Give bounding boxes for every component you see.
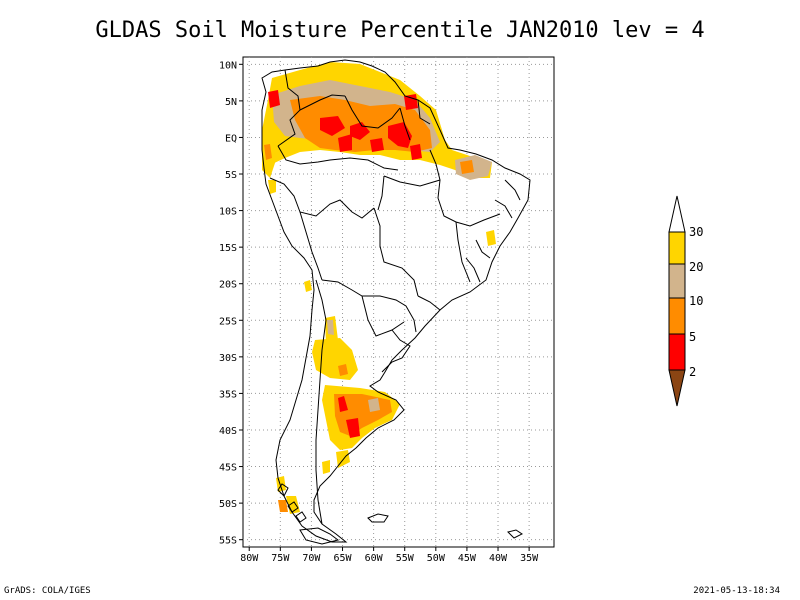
lon-tick-label: 75W [271,553,290,564]
lon-tick-label: 50W [427,553,446,564]
map-title: GLDAS Soil Moisture Percentile JAN2010 l… [95,18,705,43]
lat-tick-label: 55S [219,536,237,547]
legend-label-5: 5 [689,330,696,344]
colorbar-legend: 30 20 10 5 2 [668,195,703,407]
lon-tick-label: 35W [520,553,539,564]
lon-tick-label: 60W [365,553,384,564]
lat-tick-label: 5N [225,97,237,108]
lon-tick-label: 55W [396,553,415,564]
legend-label-2: 2 [689,365,696,379]
lon-tick-label: 40W [489,553,508,564]
lat-tick-label: 25S [219,316,237,327]
legend-swatch-above30 [668,195,686,233]
lat-tick-label: 5S [225,170,237,181]
footer-timestamp: 2021-05-13-18:34 [693,586,780,596]
legend-swatch-10-20 [668,263,686,299]
lon-tick-label: 80W [240,553,259,564]
legend-label-20: 20 [689,260,703,274]
coastlines [261,59,531,543]
lat-axis: 10N 5N EQ 5S 10S 15S 20S 25S 30S 35S 40S 45S 50S 55S [219,60,243,547]
lat-tick-label: 20S [219,280,237,291]
lat-tick-label: 40S [219,426,237,437]
lat-tick-label: 35S [219,389,237,400]
lon-tick-label: 45W [458,553,477,564]
footer-credit: GrADS: COLA/IGES [4,586,91,596]
lon-axis: 80W 75W 70W 65W 60W 55W 50W 45W 40W 35W [240,547,539,564]
legend-swatch-below2 [668,369,686,407]
lat-tick-label: 10S [219,207,237,218]
percentile-shading [262,62,496,514]
lat-tick-label: EQ [225,133,237,144]
legend-swatch-5-10 [668,297,686,335]
legend-swatch-20-30 [668,231,686,265]
legend-label-30: 30 [689,225,703,239]
legend-swatch-2-5 [668,333,686,371]
gridlines [243,57,554,547]
lon-tick-label: 65W [333,553,352,564]
legend-label-10: 10 [689,294,703,308]
map-frame [242,56,555,548]
islands [277,483,523,545]
lat-tick-label: 45S [219,463,237,474]
lat-tick-label: 50S [219,499,237,510]
lat-tick-label: 10N [219,60,237,71]
lat-tick-label: 30S [219,353,237,364]
lon-tick-label: 70W [302,553,321,564]
lat-tick-label: 15S [219,243,237,254]
